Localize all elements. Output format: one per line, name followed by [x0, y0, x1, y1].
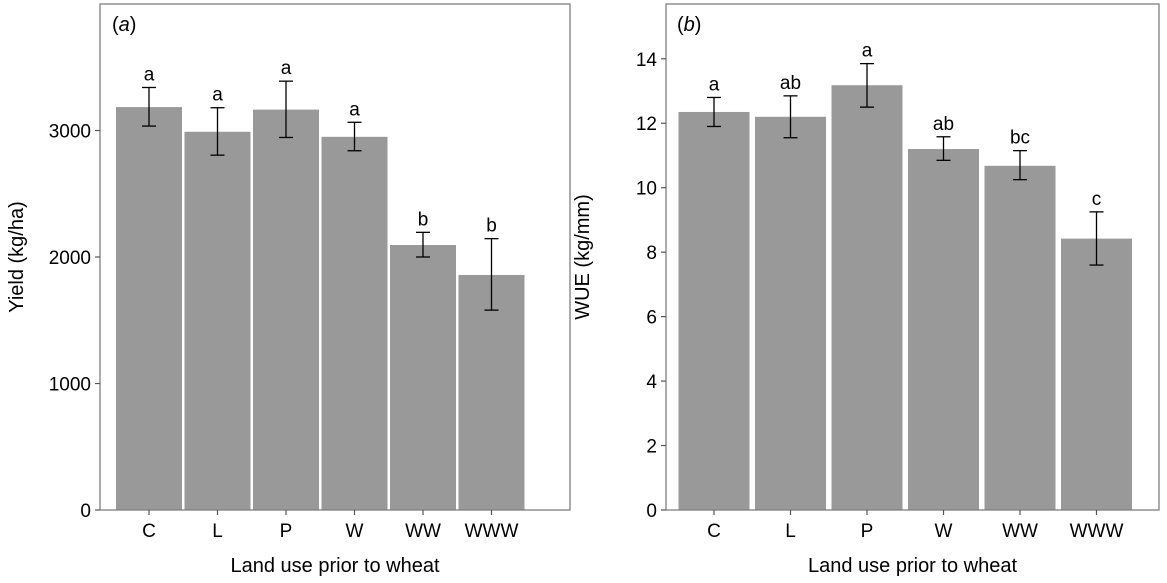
plot-frame — [665, 3, 1160, 511]
x-tick-label: WW — [405, 521, 441, 542]
x-tick-label: L — [212, 521, 223, 542]
y-tick-label: 6 — [646, 308, 657, 329]
significance-label: c — [1092, 189, 1102, 210]
significance-label: ab — [933, 114, 954, 135]
y-tick-label: 1000 — [49, 375, 91, 396]
bar-p — [253, 109, 319, 510]
x-tick-label: W — [346, 521, 364, 542]
error-bar-www — [484, 238, 499, 311]
significance-label: a — [212, 85, 223, 106]
y-tick-label: 2000 — [49, 248, 91, 269]
x-axis-label: Land use prior to wheat — [808, 555, 1017, 577]
panel-tag: (a) — [112, 14, 136, 36]
bar-l — [184, 131, 251, 510]
error-bar-c — [142, 86, 156, 127]
error-bar-l — [783, 95, 798, 139]
error-bar-l — [210, 107, 225, 156]
error-bar-w — [936, 136, 951, 161]
x-axis-label: Land use prior to wheat — [230, 555, 439, 577]
x-tick-label: C — [142, 521, 156, 542]
y-tick-label: 12 — [636, 114, 657, 135]
bar-c — [116, 107, 182, 510]
x-tick-label: WW — [1002, 521, 1038, 542]
y-tick-label: 4 — [646, 372, 657, 393]
error-bar-p — [279, 80, 293, 139]
bar-ww — [984, 165, 1056, 510]
significance-label: ab — [780, 73, 801, 94]
error-bar-ww — [1013, 149, 1027, 181]
bar-l — [755, 116, 826, 510]
bar-www — [1061, 238, 1132, 510]
bar-p — [831, 85, 903, 510]
significance-label: b — [418, 209, 429, 230]
x-tick-label: C — [707, 521, 721, 542]
x-tick-label: P — [280, 521, 293, 542]
x-tick-label: W — [935, 521, 953, 542]
y-axis-label: Yield (kg/ha) — [6, 201, 28, 313]
significance-label: a — [709, 74, 720, 95]
y-tick-label: 0 — [80, 501, 91, 522]
y-axis-label: WUE (kg/mm) — [572, 194, 594, 320]
bar-www — [458, 274, 525, 510]
y-tick-label: 3000 — [49, 122, 91, 143]
error-bar-c — [707, 96, 721, 128]
bar-ww — [390, 244, 456, 511]
significance-label: a — [862, 41, 873, 62]
error-bar-ww — [416, 231, 430, 258]
panel-tag: (b) — [677, 14, 701, 36]
y-tick-label: 14 — [636, 50, 658, 71]
significance-label: a — [144, 64, 155, 85]
x-tick-label: L — [785, 521, 796, 542]
significance-label: a — [281, 58, 292, 79]
y-tick-label: 0 — [646, 501, 657, 522]
x-tick-label: WWW — [1070, 521, 1124, 542]
significance-label: b — [486, 216, 497, 237]
x-tick-label: WWW — [465, 521, 519, 542]
y-tick-label: 8 — [646, 243, 657, 264]
error-bar-p — [860, 62, 874, 108]
error-bar-w — [347, 121, 362, 152]
y-tick-label: 2 — [646, 437, 657, 458]
bar-c — [678, 111, 750, 511]
y-tick-label: 10 — [636, 179, 657, 200]
bar-w — [321, 136, 388, 510]
significance-label: bc — [1010, 128, 1030, 149]
x-tick-label: P — [861, 521, 874, 542]
bar-w — [908, 149, 979, 510]
significance-label: a — [349, 99, 360, 120]
error-bar-www — [1089, 211, 1104, 266]
